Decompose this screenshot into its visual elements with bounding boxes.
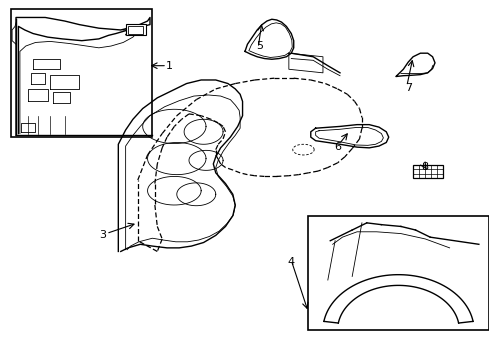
Text: 7: 7 xyxy=(405,83,412,93)
Bar xyxy=(125,24,146,35)
Bar xyxy=(127,26,143,34)
Text: 6: 6 xyxy=(334,142,341,152)
Bar xyxy=(413,165,443,178)
Text: 5: 5 xyxy=(256,41,263,51)
Text: 1: 1 xyxy=(166,61,173,71)
Text: 8: 8 xyxy=(421,162,428,172)
Text: 2: 2 xyxy=(124,27,132,37)
Bar xyxy=(308,216,489,330)
Text: 3: 3 xyxy=(99,230,106,240)
Text: 4: 4 xyxy=(288,257,295,267)
Bar xyxy=(11,9,152,137)
